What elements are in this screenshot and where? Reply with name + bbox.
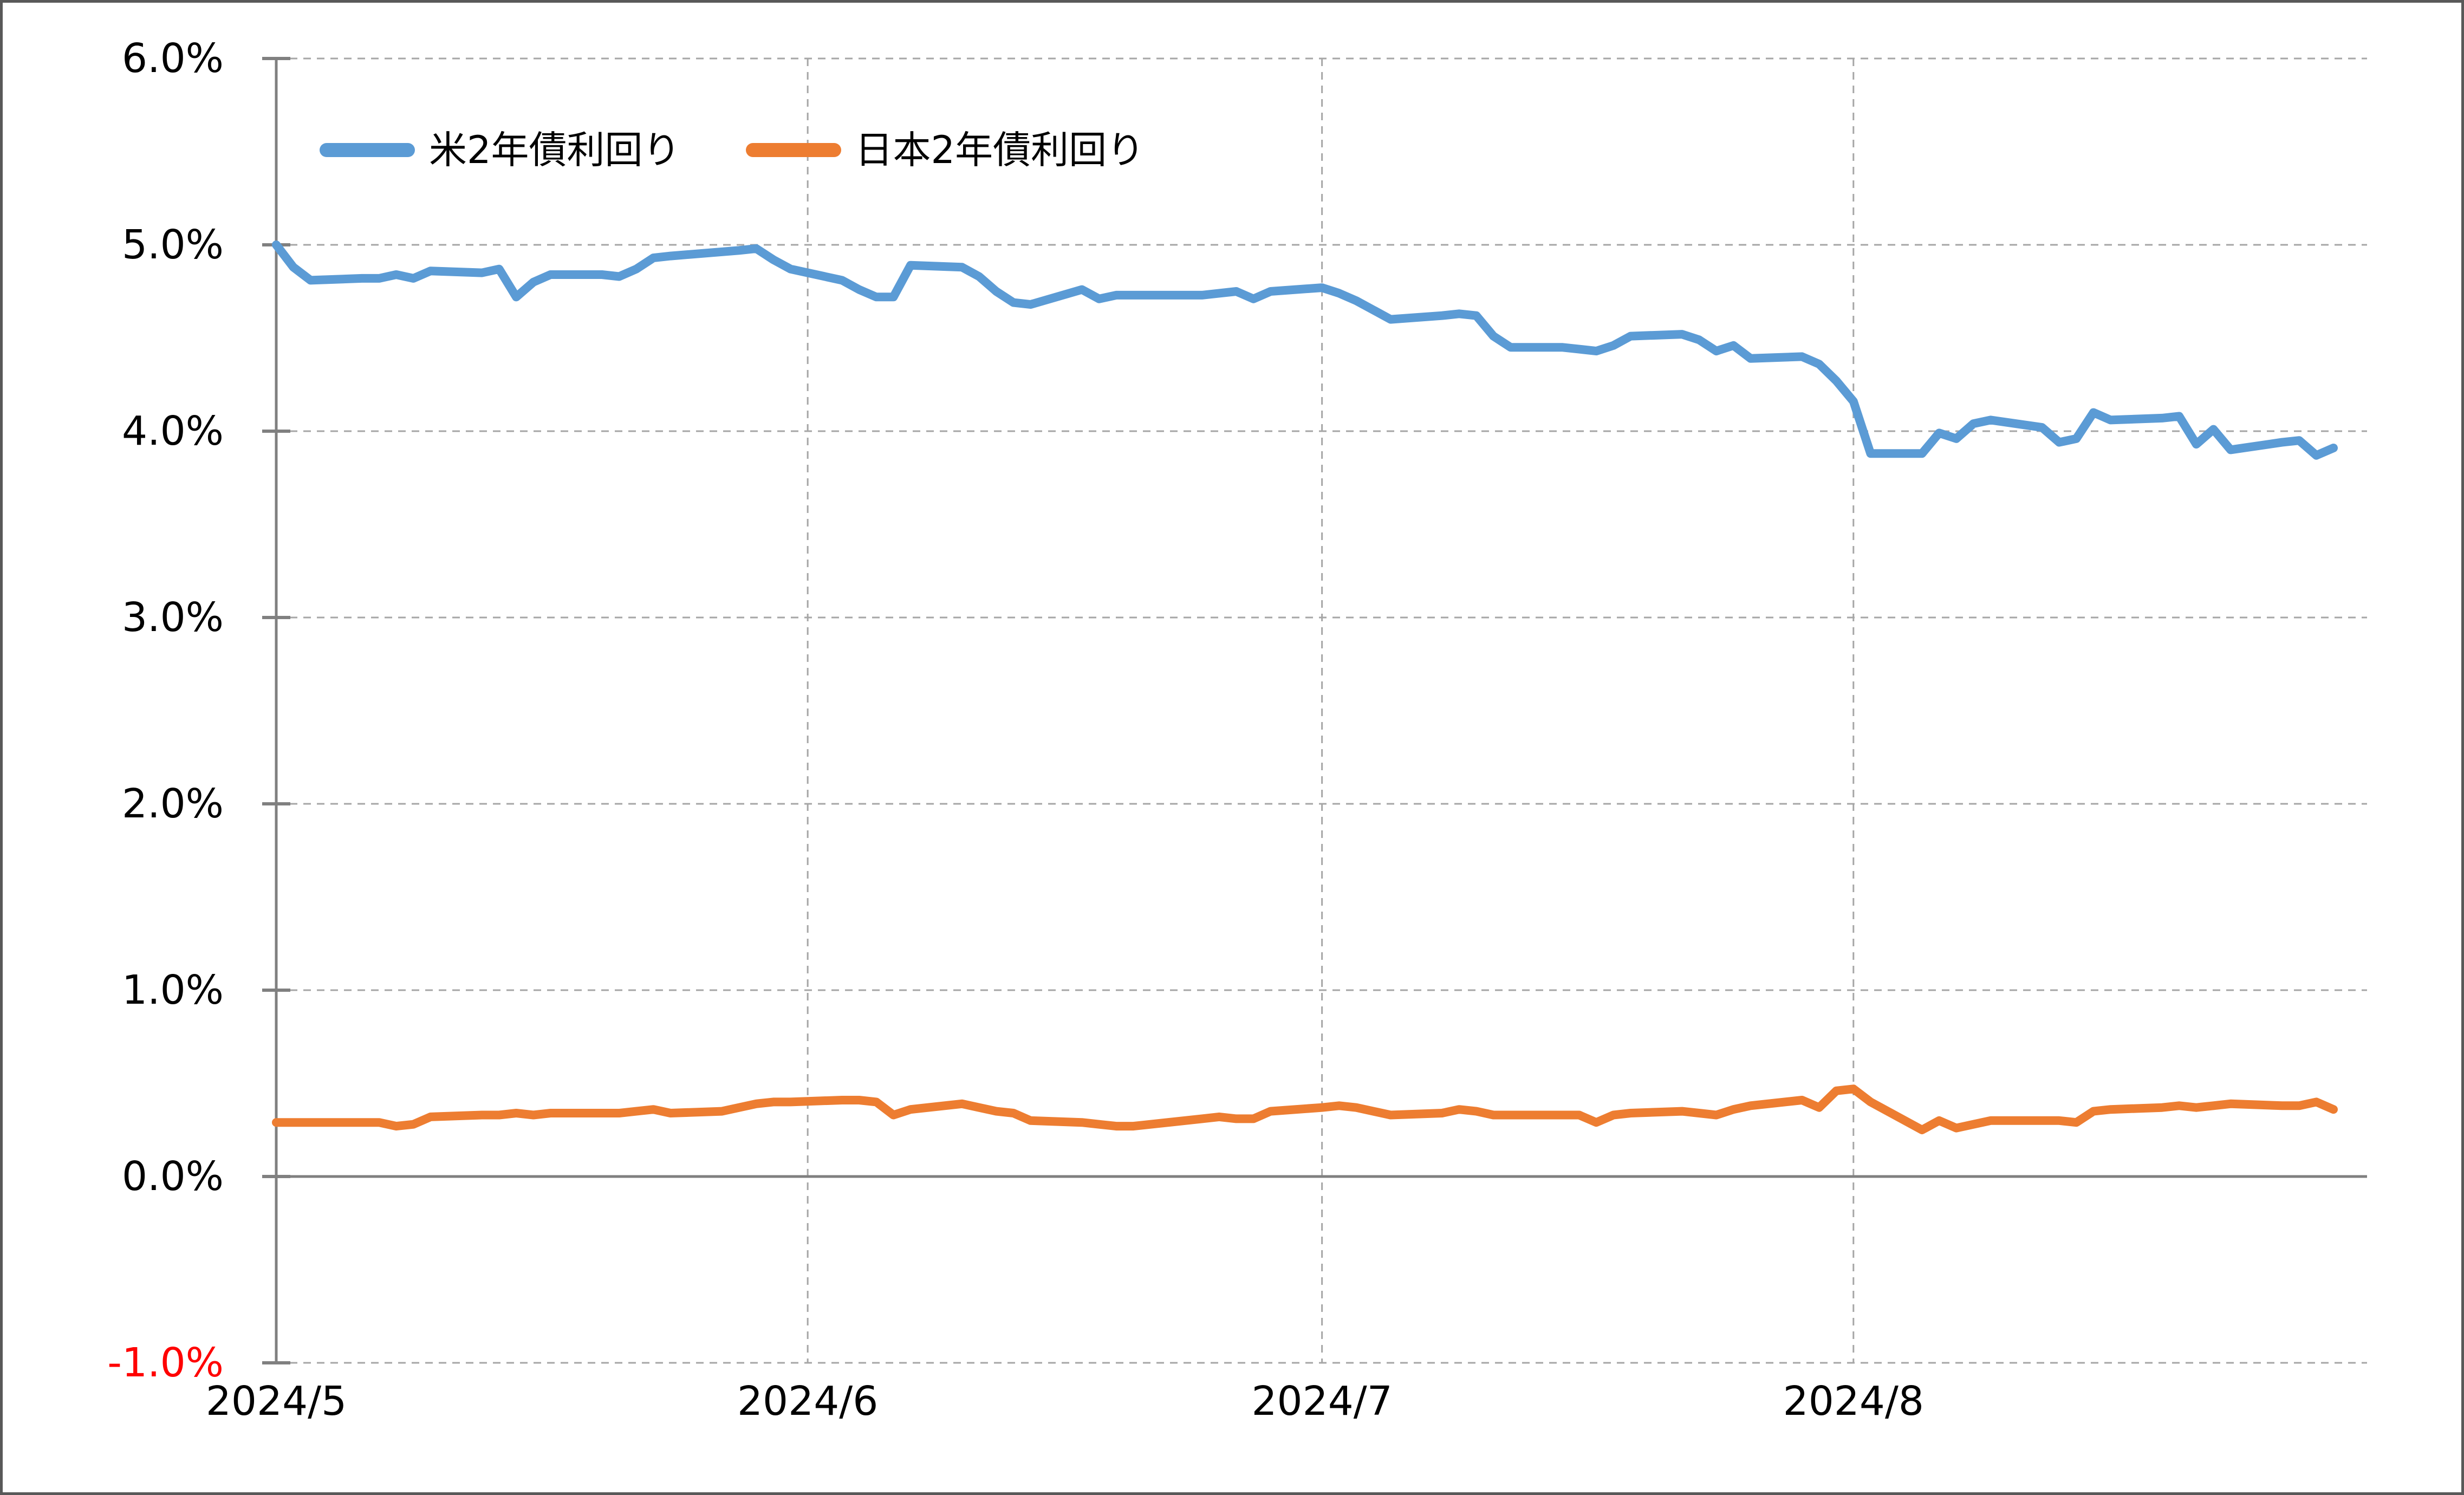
legend-item-us[interactable]: 米2年債利回り — [320, 127, 681, 173]
us-2y-line[interactable] — [272, 240, 2338, 460]
x-tick-label: 2024/7 — [1251, 1378, 1393, 1425]
legend: 米2年債利回り 日本2年債利回り — [320, 127, 1145, 173]
y-tick-label: 5.0% — [122, 222, 224, 268]
x-tick-label: 2024/5 — [205, 1378, 347, 1425]
japan-2y-line[interactable] — [272, 1084, 2338, 1134]
x-tick-label: 2024/6 — [737, 1378, 879, 1425]
us-series-label: 米2年債利回り — [429, 128, 681, 172]
y-tick-label: 3.0% — [122, 594, 224, 641]
y-tick-label: 0.0% — [122, 1153, 224, 1200]
y-tick-label: 2.0% — [122, 781, 224, 827]
y-tick-label: 1.0% — [122, 967, 224, 1013]
japan-series-label: 日本2年債利回り — [855, 128, 1145, 172]
japan-series-swatch — [745, 143, 841, 157]
x-tick-label: 2024/8 — [1783, 1378, 1924, 1425]
us-series-swatch — [320, 143, 415, 157]
y-tick-label: 6.0% — [122, 35, 224, 82]
y-tick-label: -1.0% — [107, 1340, 224, 1386]
plot-area — [262, 57, 2367, 1364]
legend-item-japan[interactable]: 日本2年債利回り — [745, 127, 1145, 173]
y-tick-label: 4.0% — [122, 408, 224, 454]
